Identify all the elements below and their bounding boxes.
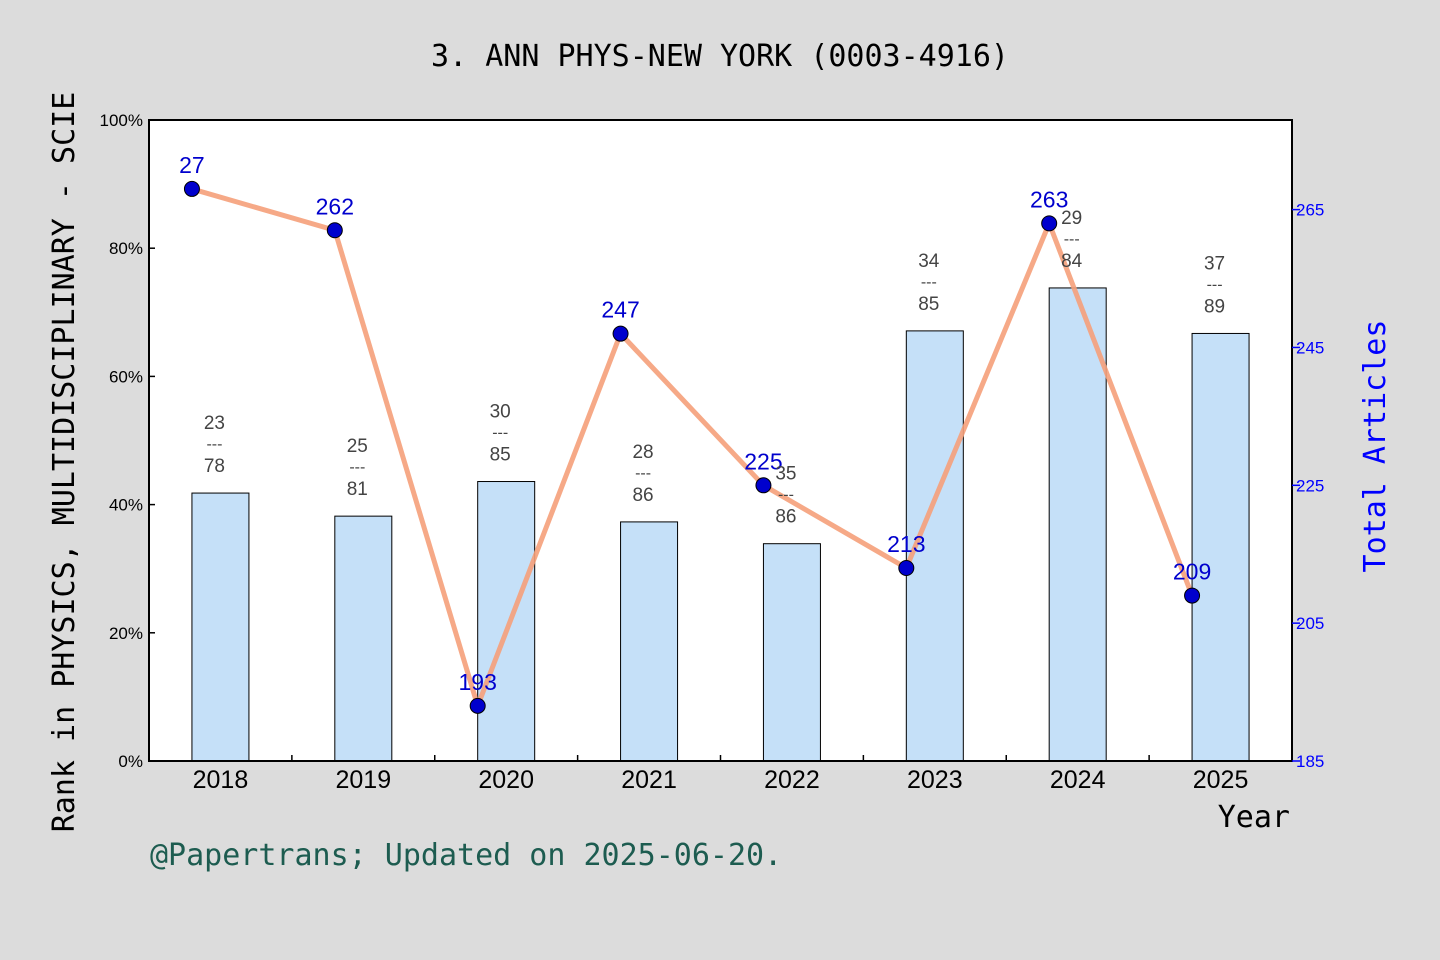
point-label: 225 xyxy=(744,448,782,474)
rank-label-bottom: 84 xyxy=(1061,251,1083,272)
point-label: 262 xyxy=(316,193,354,219)
y-right-tick-label: 245 xyxy=(1296,338,1324,357)
bar xyxy=(1048,287,1107,762)
x-axis-label: Year xyxy=(1218,800,1290,835)
rank-label-top: 34 xyxy=(918,251,940,272)
data-point xyxy=(612,325,629,342)
y-tick-label: 0% xyxy=(118,752,143,771)
bar xyxy=(334,515,393,762)
y-tick-label: 80% xyxy=(109,239,143,258)
rank-label-sep: --- xyxy=(492,425,508,442)
bar xyxy=(762,543,821,762)
rank-label-sep: --- xyxy=(635,465,651,482)
data-point xyxy=(898,560,915,577)
data-point xyxy=(469,697,486,714)
rank-label-top: 28 xyxy=(632,442,653,463)
line-series: 27 262 193 247 225 213 263 209 xyxy=(179,152,1211,714)
rank-label-top: 37 xyxy=(1204,253,1225,274)
data-point xyxy=(183,180,200,197)
rank-label-bottom: 85 xyxy=(918,294,939,315)
x-axis: 2018 2019 2020 2021 2022 2023 2024 2025 xyxy=(193,755,1249,794)
x-tick-label: 2018 xyxy=(193,766,249,794)
data-point xyxy=(755,477,772,494)
x-tick-label: 2025 xyxy=(1193,766,1249,794)
point-label: 247 xyxy=(601,297,639,323)
x-tick-label: 2022 xyxy=(764,766,820,794)
point-label: 209 xyxy=(1173,559,1211,585)
rank-label-sep: --- xyxy=(921,274,937,291)
x-tick-label: 2023 xyxy=(907,766,963,794)
rank-label-top: 29 xyxy=(1061,208,1082,229)
bar xyxy=(477,481,536,762)
rank-label-sep: --- xyxy=(778,487,794,504)
y-axis-right-label: Total Articles xyxy=(1358,320,1393,573)
data-point xyxy=(326,222,343,239)
y-right-tick-label: 205 xyxy=(1296,614,1324,633)
point-label: 263 xyxy=(1030,186,1068,212)
x-tick-label: 2019 xyxy=(336,766,392,794)
y-axis-label: Rank in PHYSICS, MULTIDISCIPLINARY - SCI… xyxy=(47,92,82,833)
right-axis: 185 205 225 245 265 xyxy=(1292,201,1324,771)
x-tick-label: 2021 xyxy=(621,766,677,794)
rank-label-top: 25 xyxy=(347,436,368,457)
rank-label-sep: --- xyxy=(206,436,222,453)
point-label: 193 xyxy=(459,669,497,695)
rank-label-bottom: 86 xyxy=(775,507,796,528)
y-right-tick-label: 185 xyxy=(1296,752,1324,771)
bar-series xyxy=(191,287,1250,762)
rank-label-top: 23 xyxy=(204,413,225,434)
left-axis: 0% 20% 40% 60% 80% 100% xyxy=(100,111,155,771)
y-tick-label: 100% xyxy=(100,111,143,130)
point-label: 213 xyxy=(887,531,925,557)
bar xyxy=(191,492,250,762)
series-line xyxy=(191,186,1195,709)
rank-label-bottom: 89 xyxy=(1204,296,1225,317)
y-tick-label: 60% xyxy=(109,367,143,386)
point-label: 27 xyxy=(179,152,205,178)
y-right-tick-label: 225 xyxy=(1296,476,1324,495)
y-tick-label: 40% xyxy=(109,496,143,515)
rank-label-top: 30 xyxy=(490,402,511,423)
bar xyxy=(620,521,679,762)
rank-label-sep: --- xyxy=(1207,276,1223,293)
chart-title: 3. ANN PHYS-NEW YORK (0003-4916) xyxy=(431,39,1009,74)
rank-labels: 23 --- 78 25 --- 81 30 --- 85 28 --- 86 35 --- 86 34 ---… xyxy=(204,208,1225,528)
footer-note: @Papertrans; Updated on 2025-06-20. xyxy=(150,838,782,873)
rank-label-sep: --- xyxy=(1064,231,1080,248)
rank-label-bottom: 78 xyxy=(204,456,225,477)
x-tick-label: 2024 xyxy=(1050,766,1106,794)
bar xyxy=(1191,332,1250,762)
y-tick-label: 20% xyxy=(109,624,143,643)
x-tick-label: 2020 xyxy=(478,766,534,794)
rank-label-bottom: 85 xyxy=(490,445,511,466)
rank-label-top: 35 xyxy=(775,464,796,485)
rank-label-bottom: 86 xyxy=(632,485,653,506)
data-point xyxy=(1041,215,1058,232)
data-point xyxy=(1184,587,1201,604)
rank-label-sep: --- xyxy=(349,459,365,476)
rank-label-bottom: 81 xyxy=(347,479,368,500)
y-right-tick-label: 265 xyxy=(1296,201,1324,220)
